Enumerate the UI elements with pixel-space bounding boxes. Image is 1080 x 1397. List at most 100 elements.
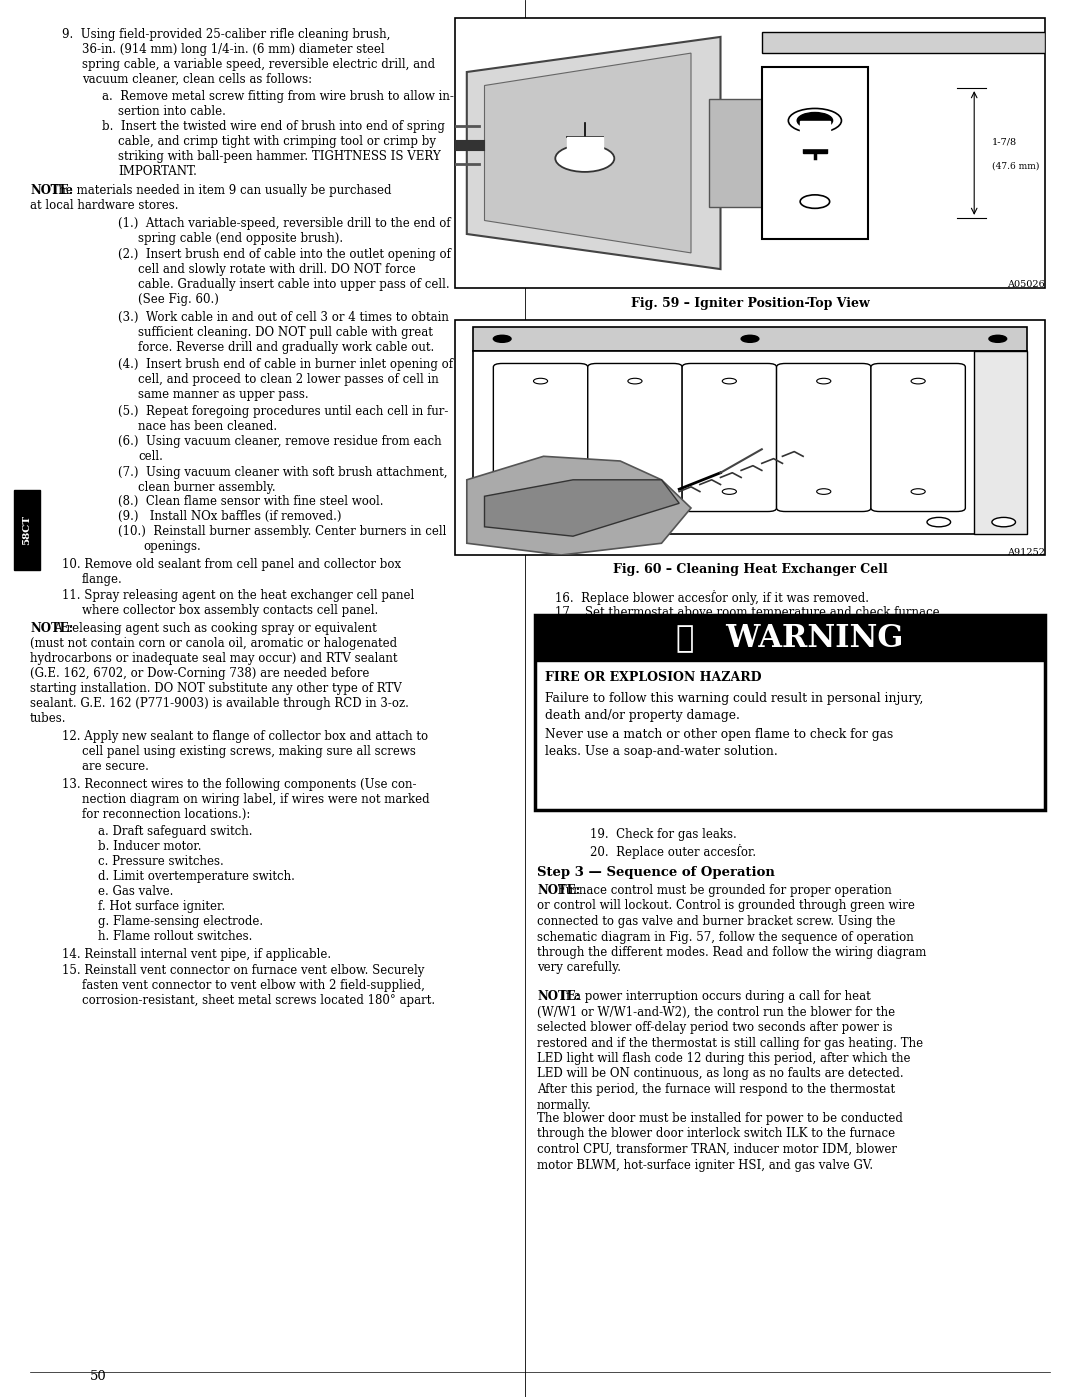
Text: restored and if the thermostat is still calling for gas heating. The: restored and if the thermostat is still … (537, 1037, 923, 1049)
Text: ⚠   WARNING: ⚠ WARNING (676, 623, 904, 654)
Polygon shape (485, 479, 679, 536)
Text: where collector box assembly contacts cell panel.: where collector box assembly contacts ce… (82, 604, 378, 617)
Text: 10. Remove old sealant from cell panel and collector box: 10. Remove old sealant from cell panel a… (62, 557, 401, 571)
Text: through the blower door interlock switch ILK to the furnace: through the blower door interlock switch… (537, 1127, 895, 1140)
Text: fasten vent connector to vent elbow with 2 field-supplied,: fasten vent connector to vent elbow with… (82, 979, 424, 992)
Text: at local hardware stores.: at local hardware stores. (30, 198, 178, 212)
Bar (473, 351, 1027, 534)
Text: NOTE:: NOTE: (30, 622, 73, 636)
Text: leaks. Use a soap-and-water solution.: leaks. Use a soap-and-water solution. (545, 745, 778, 757)
Text: corrosion-resistant, sheet metal screws located 180° apart.: corrosion-resistant, sheet metal screws … (82, 995, 435, 1007)
Circle shape (534, 489, 548, 495)
Text: (8.)  Clean flame sensor with fine steel wool.: (8.) Clean flame sensor with fine steel … (118, 495, 383, 509)
Circle shape (494, 335, 511, 342)
Text: cable, and crimp tight with crimping tool or crimp by: cable, and crimp tight with crimping too… (118, 136, 436, 148)
Text: After this period, the furnace will respond to the thermostat: After this period, the furnace will resp… (537, 1083, 895, 1097)
Text: f. Hot surface igniter.: f. Hot surface igniter. (98, 900, 225, 914)
Circle shape (816, 489, 831, 495)
Polygon shape (485, 53, 691, 253)
Bar (455, 320, 1045, 555)
Text: (3.)  Work cable in and out of cell 3 or 4 times to obtain: (3.) Work cable in and out of cell 3 or … (118, 312, 449, 324)
Circle shape (627, 379, 642, 384)
Text: IMPORTANT.: IMPORTANT. (118, 165, 197, 177)
Text: 58CT: 58CT (23, 515, 31, 545)
Bar (535, 615, 1045, 661)
Text: flange.: flange. (82, 573, 123, 585)
Text: 16.  Replace blower accesẛor only, if it was removed.: 16. Replace blower accesẛor only, if it … (555, 590, 869, 605)
Text: NOTE:: NOTE: (537, 884, 580, 897)
Bar (974, 351, 1027, 534)
Text: 11. Spray releasing agent on the heat exchanger cell panel: 11. Spray releasing agent on the heat ex… (62, 590, 415, 602)
Bar (535, 615, 1045, 810)
Text: openings.: openings. (143, 541, 201, 553)
Text: A91252: A91252 (1007, 548, 1045, 557)
Text: spring cable (end opposite brush).: spring cable (end opposite brush). (138, 232, 343, 244)
Text: 36-in. (914 mm) long 1/4-in. (6 mm) diameter steel: 36-in. (914 mm) long 1/4-in. (6 mm) diam… (82, 43, 384, 56)
Text: c. Pressure switches.: c. Pressure switches. (98, 855, 224, 868)
Text: or control will lockout. Control is grounded through green wire: or control will lockout. Control is grou… (537, 900, 915, 912)
Text: force. Reverse drill and gradually work cable out.: force. Reverse drill and gradually work … (138, 341, 434, 353)
Text: e. Gas valve.: e. Gas valve. (98, 886, 174, 898)
Text: connected to gas valve and burner bracket screw. Using the: connected to gas valve and burner bracke… (537, 915, 895, 928)
Text: (W/W1 or W/W1-and-W2), the control run the blower for the: (W/W1 or W/W1-and-W2), the control run t… (537, 1006, 895, 1018)
Text: Failure to follow this warning could result in personal injury,: Failure to follow this warning could res… (545, 692, 923, 705)
Text: 9.  Using field-provided 25-caliber rifle cleaning brush,: 9. Using field-provided 25-caliber rifle… (62, 28, 390, 41)
Text: Fig. 60 – Cleaning Heat Exchanger Cell: Fig. 60 – Cleaning Heat Exchanger Cell (612, 563, 888, 576)
Text: Fig. 59 – Igniter Position-Top View: Fig. 59 – Igniter Position-Top View (631, 298, 869, 310)
Text: normally.: normally. (537, 1098, 592, 1112)
Text: 1-7/8: 1-7/8 (991, 138, 1017, 147)
Text: 19.  Check for gas leaks.: 19. Check for gas leaks. (590, 828, 737, 841)
Text: If a power interruption occurs during a call for heat: If a power interruption occurs during a … (551, 990, 870, 1003)
Circle shape (989, 335, 1007, 342)
Text: 14. Reinstall internal vent pipe, if applicable.: 14. Reinstall internal vent pipe, if app… (62, 949, 332, 961)
Text: NOTE:: NOTE: (30, 184, 73, 197)
Text: 13. Reconnect wires to the following components (Use con-: 13. Reconnect wires to the following com… (62, 778, 417, 791)
Text: for reconnection locations.):: for reconnection locations.): (82, 807, 251, 821)
Text: spring cable, a variable speed, reversible electric drill, and: spring cable, a variable speed, reversib… (82, 59, 435, 71)
FancyBboxPatch shape (494, 363, 588, 511)
Bar (761, 67, 868, 239)
Circle shape (788, 109, 841, 133)
Text: (1.)  Attach variable-speed, reversible drill to the end of: (1.) Attach variable-speed, reversible d… (118, 217, 450, 231)
Text: FIRE OR EXPLOSION HAZARD: FIRE OR EXPLOSION HAZARD (545, 671, 761, 685)
Text: through the different modes. Read and follow the wiring diagram: through the different modes. Read and fo… (537, 946, 927, 958)
Bar (761, 32, 1045, 53)
Text: clean burner assembly.: clean burner assembly. (138, 481, 275, 495)
Text: (2.)  Insert brush end of cable into the outlet opening of: (2.) Insert brush end of cable into the … (118, 249, 450, 261)
Circle shape (723, 379, 737, 384)
Bar (567, 137, 603, 158)
Text: cell, and proceed to clean 2 lower passes of cell in: cell, and proceed to clean 2 lower passe… (138, 373, 438, 386)
Text: for proper operation.: for proper operation. (578, 622, 704, 634)
Text: (5.)  Repeat foregoing procedures until each cell in fur-: (5.) Repeat foregoing procedures until e… (118, 405, 448, 418)
Text: The materials needed in item 9 can usually be purchased: The materials needed in item 9 can usual… (43, 184, 392, 197)
Text: sertion into cable.: sertion into cable. (118, 105, 226, 117)
Text: are secure.: are secure. (82, 760, 149, 773)
Text: A05026: A05026 (1008, 279, 1045, 289)
Text: LED will be ON continuous, as long as no faults are detected.: LED will be ON continuous, as long as no… (537, 1067, 904, 1080)
Text: (9.)   Install NOx baffles (if removed.): (9.) Install NOx baffles (if removed.) (118, 510, 341, 522)
Bar (455, 18, 1045, 288)
Text: and cooling.: and cooling. (578, 652, 651, 665)
Circle shape (927, 517, 950, 527)
Text: cable. Gradually insert cable into upper pass of cell.: cable. Gradually insert cable into upper… (138, 278, 449, 291)
Text: a.  Remove metal screw fitting from wire brush to allow in-: a. Remove metal screw fitting from wire … (102, 89, 454, 103)
Text: hydrocarbons or inadequate seal may occur) and RTV sealant: hydrocarbons or inadequate seal may occu… (30, 652, 397, 665)
Text: d. Limit overtemperature switch.: d. Limit overtemperature switch. (98, 870, 295, 883)
Text: same manner as upper pass.: same manner as upper pass. (138, 388, 309, 401)
Circle shape (991, 517, 1015, 527)
Text: striking with ball-peen hammer. TIGHTNESS IS VERY: striking with ball-peen hammer. TIGHTNES… (118, 149, 441, 163)
Circle shape (741, 335, 759, 342)
Text: nace has been cleaned.: nace has been cleaned. (138, 420, 278, 433)
Text: sealant. G.E. 162 (P771-9003) is available through RCD in 3-oz.: sealant. G.E. 162 (P771-9003) is availab… (30, 697, 409, 710)
Bar (804, 120, 826, 154)
Text: sufficient cleaning. DO NOT pull cable with great: sufficient cleaning. DO NOT pull cable w… (138, 326, 433, 339)
Text: A releasing agent such as cooking spray or equivalent: A releasing agent such as cooking spray … (43, 622, 377, 636)
Text: (7.)  Using vacuum cleaner with soft brush attachment,: (7.) Using vacuum cleaner with soft brus… (118, 467, 447, 479)
Text: 15. Reinstall vent connector on furnace vent elbow. Securely: 15. Reinstall vent connector on furnace … (62, 964, 424, 977)
Bar (473, 327, 1027, 351)
Text: (10.)  Reinstall burner assembly. Center burners in cell: (10.) Reinstall burner assembly. Center … (118, 525, 446, 538)
Text: (4.)  Insert brush end of cable in burner inlet opening of: (4.) Insert brush end of cable in burner… (118, 358, 453, 372)
Text: (See Fig. 60.): (See Fig. 60.) (138, 293, 219, 306)
Text: g. Flame-sensing electrode.: g. Flame-sensing electrode. (98, 915, 264, 928)
Circle shape (723, 489, 737, 495)
